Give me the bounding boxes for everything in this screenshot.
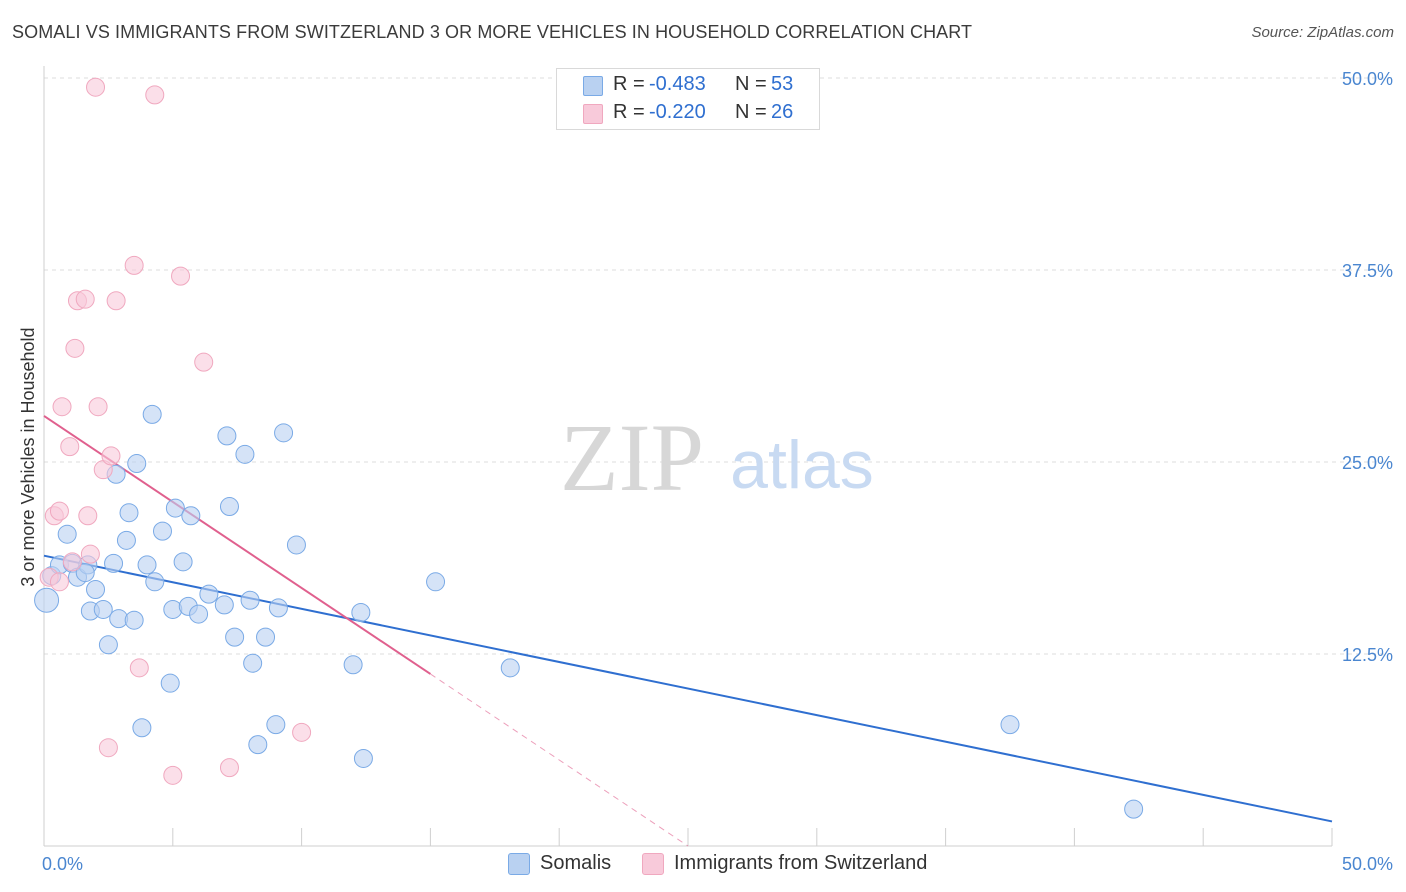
point-somalis	[142, 404, 162, 424]
point-somalis	[351, 603, 371, 623]
point-somalis	[353, 748, 373, 768]
legend-n-value: 26	[771, 101, 794, 123]
gridlines	[44, 77, 1392, 655]
point-somalis	[181, 506, 201, 526]
point-somalis	[124, 610, 144, 630]
source-credit: Source: ZipAtlas.com	[1251, 24, 1394, 41]
point-somalis	[199, 584, 219, 604]
point-switzerland	[124, 255, 144, 275]
point-somalis	[1124, 799, 1144, 819]
point-switzerland	[106, 291, 126, 311]
point-somalis	[214, 595, 234, 615]
point-somalis	[219, 497, 239, 517]
watermark-zip: ZIP	[560, 404, 704, 511]
point-switzerland	[194, 352, 214, 372]
point-switzerland	[49, 501, 69, 521]
point-switzerland	[163, 765, 183, 785]
x-tick-label: 50.0%	[1342, 854, 1393, 874]
point-somalis	[343, 655, 363, 675]
point-somalis	[116, 530, 136, 550]
point-somalis	[93, 599, 113, 619]
point-somalis	[137, 555, 157, 575]
point-somalis	[98, 635, 118, 655]
chart-title: SOMALI VS IMMIGRANTS FROM SWITZERLAND 3 …	[12, 22, 973, 42]
point-somalis	[240, 590, 260, 610]
point-switzerland	[98, 738, 118, 758]
y-tick-label: 50.0%	[1342, 69, 1393, 89]
point-switzerland	[75, 289, 95, 309]
legend-r-value: -0.483	[649, 73, 706, 95]
point-somalis	[34, 587, 60, 613]
point-switzerland	[52, 397, 72, 417]
point-somalis	[173, 552, 193, 572]
point-switzerland	[88, 397, 108, 417]
point-somalis	[75, 563, 95, 583]
stats-legend: R = -0.483 N = 53 R = -0.220 N = 26	[556, 68, 820, 130]
bottom-legend-swatch-switzerland	[642, 853, 664, 875]
point-somalis	[235, 444, 255, 464]
trend-line-extension-1	[430, 673, 689, 847]
legend-r-label: R =	[613, 101, 645, 123]
point-somalis	[163, 599, 183, 619]
point-switzerland	[86, 77, 106, 97]
point-somalis	[274, 423, 294, 443]
point-switzerland	[78, 506, 98, 526]
point-switzerland	[65, 338, 85, 358]
point-somalis	[57, 524, 77, 544]
legend-n-label: N =	[735, 73, 767, 95]
point-somalis	[243, 653, 263, 673]
y-tick-label: 37.5%	[1342, 261, 1393, 281]
point-switzerland	[80, 544, 100, 564]
data-points	[34, 77, 1144, 819]
watermark-atlas: atlas	[730, 427, 874, 503]
point-switzerland	[219, 758, 239, 778]
tick-labels: 12.5% 25.0% 37.5% 50.0% 0.0% 50.0%	[42, 69, 1393, 874]
point-switzerland	[62, 552, 82, 572]
point-somalis	[248, 735, 268, 755]
legend-swatch-somalis	[583, 76, 603, 96]
y-tick-label: 12.5%	[1342, 645, 1393, 665]
y-axis-label: 3 or more Vehicles in Household	[18, 327, 38, 586]
watermark: ZIP atlas	[560, 404, 874, 511]
legend-r-value: -0.220	[649, 101, 706, 123]
point-somalis	[104, 553, 124, 573]
point-switzerland	[129, 658, 149, 678]
trend-line-0	[43, 554, 1333, 823]
point-somalis	[86, 579, 106, 599]
point-somalis	[500, 658, 520, 678]
bottom-legend-label-somalis: Somalis	[540, 852, 612, 874]
legend-n-label: N =	[735, 101, 767, 123]
point-somalis	[217, 426, 237, 446]
point-somalis	[1000, 715, 1020, 735]
point-switzerland	[101, 446, 121, 466]
bottom-legend-label-switzerland: Immigrants from Switzerland	[674, 852, 928, 874]
legend-n-value: 53	[771, 73, 794, 95]
point-switzerland	[145, 85, 165, 105]
bottom-legend-swatch-somalis	[508, 853, 530, 875]
point-switzerland	[292, 722, 312, 742]
point-switzerland	[171, 266, 191, 286]
point-somalis	[132, 718, 152, 738]
point-somalis	[268, 598, 288, 618]
legend-swatch-switzerland	[583, 104, 603, 124]
point-somalis	[286, 535, 306, 555]
point-switzerland	[60, 437, 80, 457]
point-somalis	[266, 715, 286, 735]
point-somalis	[165, 498, 185, 518]
point-somalis	[189, 604, 209, 624]
point-somalis	[119, 503, 139, 523]
point-somalis	[145, 572, 165, 592]
point-somalis	[256, 627, 276, 647]
point-somalis	[127, 454, 147, 474]
x-tick-label: 0.0%	[42, 854, 83, 874]
legend-r-label: R =	[613, 73, 645, 95]
point-somalis	[152, 521, 172, 541]
point-somalis	[426, 572, 446, 592]
y-tick-label: 25.0%	[1342, 453, 1393, 473]
point-somalis	[225, 627, 245, 647]
point-switzerland	[49, 572, 69, 592]
point-somalis	[160, 673, 180, 693]
